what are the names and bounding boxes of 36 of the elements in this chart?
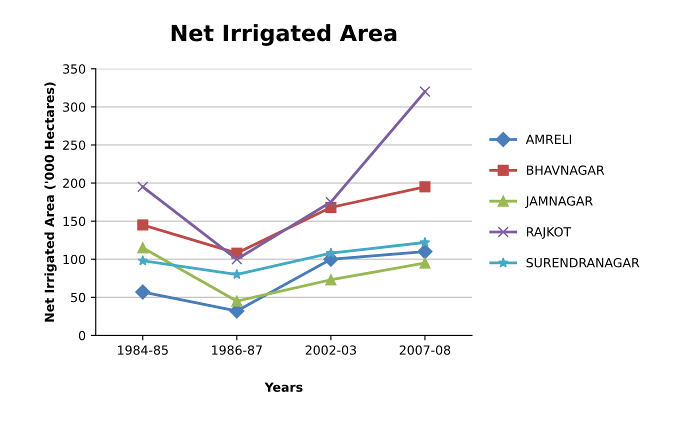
- point: [231, 254, 242, 265]
- legend-label: SURENDRANAGAR: [526, 258, 640, 268]
- point: [419, 181, 430, 192]
- point: [325, 274, 336, 286]
- y-tick-label: 200: [63, 178, 86, 188]
- chart-title: Net Irrigated Area: [172, 24, 396, 46]
- point: [137, 181, 148, 192]
- point: [232, 268, 242, 280]
- x-tick-label: 1986-87: [212, 345, 262, 355]
- x-tick-label: 1984-85: [118, 345, 168, 355]
- point: [231, 296, 242, 307]
- legend-label: BHAVNAGAR: [526, 165, 604, 175]
- x-tick-label: 2002-03: [306, 345, 356, 355]
- legend-label: AMRELI: [526, 134, 572, 144]
- y-tick-label: 150: [64, 216, 86, 226]
- y-tick-label: 100: [64, 254, 86, 264]
- point: [135, 284, 150, 300]
- point: [325, 196, 336, 208]
- y-tick-label: 300: [63, 102, 86, 112]
- x-tick-label: 2007-08: [400, 345, 450, 355]
- point: [137, 219, 148, 231]
- y-tick-label: 50: [71, 292, 86, 302]
- point: [137, 255, 148, 266]
- legend-label: RAJKOT: [526, 227, 572, 239]
- y-tick-label: 350: [63, 64, 86, 74]
- y-tick-label: 250: [63, 140, 86, 150]
- point: [326, 248, 336, 258]
- legend-label: JAMNAGAR: [525, 196, 593, 208]
- x-axis-title: Years: [264, 382, 302, 392]
- point: [417, 244, 433, 260]
- y-axis-title: Net Irrigated Area ('000 Hectares): [44, 82, 57, 322]
- point: [419, 86, 430, 98]
- point: [420, 236, 430, 248]
- point: [137, 242, 148, 254]
- y-tick-label: 0: [78, 330, 86, 340]
- point: [419, 257, 430, 269]
